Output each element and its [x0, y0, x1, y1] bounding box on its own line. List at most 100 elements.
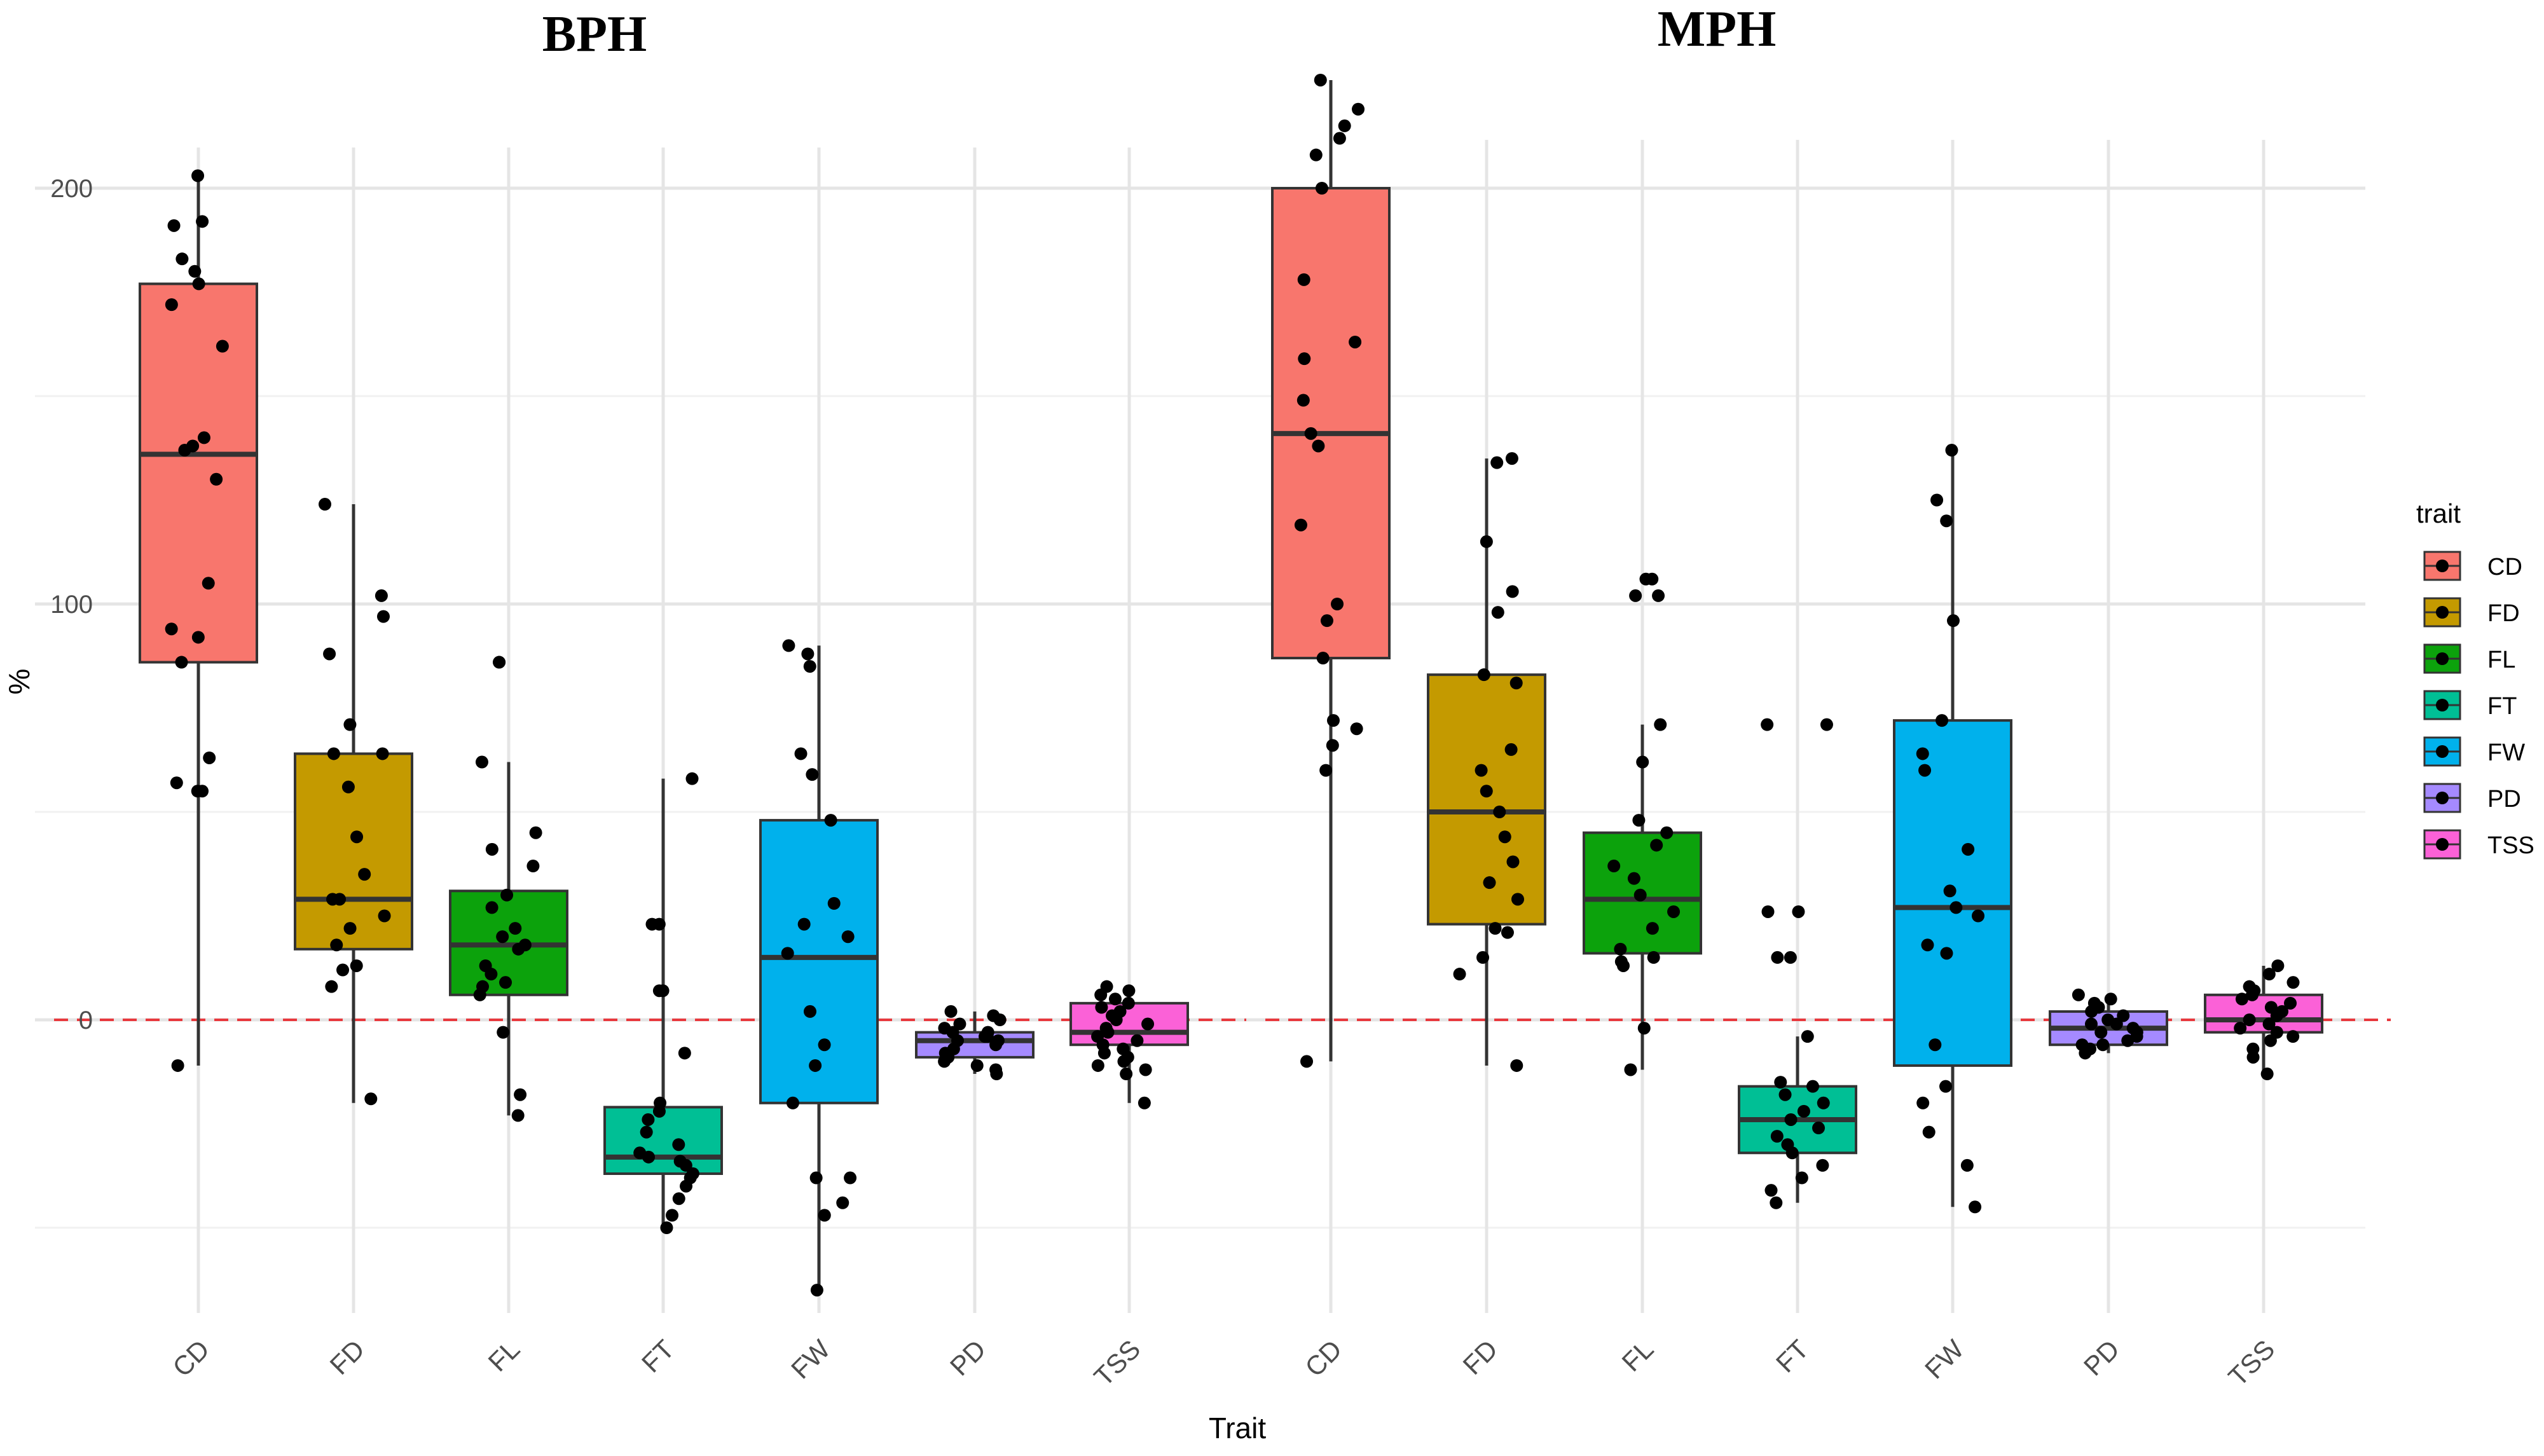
data-point-fw — [1939, 1080, 1953, 1093]
data-point-tss — [1138, 1096, 1151, 1109]
data-point-pd — [953, 1017, 966, 1031]
data-point-fd — [1491, 606, 1504, 619]
data-point-fw — [1916, 747, 1929, 760]
data-point-cd — [1304, 427, 1317, 440]
data-point-ft — [1792, 905, 1805, 918]
data-point-ft — [660, 1221, 673, 1234]
x-tick-label-cd: CD — [1299, 1334, 1347, 1382]
data-point-fw — [1930, 493, 1944, 507]
data-point-fd — [1453, 968, 1466, 981]
data-point-cd — [175, 252, 189, 266]
x-tick-label-ft: FT — [636, 1334, 680, 1378]
data-point-fw — [1936, 714, 1949, 727]
legend-key-point — [2436, 699, 2449, 711]
panel-title-bph: BPH — [542, 6, 647, 62]
data-point-cd — [1350, 722, 1363, 736]
data-point-fd — [1506, 585, 1519, 598]
data-point-tss — [2284, 996, 2297, 1010]
data-point-tss — [1097, 1047, 1111, 1060]
x-tick-label-fl: FL — [1616, 1334, 1659, 1377]
data-point-pd — [970, 1059, 984, 1072]
x-tick-label-fw: FW — [785, 1334, 836, 1385]
data-point-pd — [2110, 1017, 2123, 1031]
data-point-tss — [2234, 1022, 2247, 1035]
data-point-pd — [2104, 992, 2117, 1006]
data-point-pd — [993, 1013, 1007, 1026]
data-point-tss — [1101, 1026, 1115, 1039]
data-point-cd — [1349, 335, 1362, 348]
data-point-tss — [2286, 976, 2300, 989]
legend-label-fd: FD — [2487, 600, 2520, 627]
x-tick-label-fw: FW — [1919, 1334, 1970, 1385]
data-point-fw — [809, 1059, 822, 1072]
x-tick-label-ft: FT — [1770, 1334, 1815, 1378]
data-point-fd — [327, 747, 340, 760]
data-point-cd — [178, 444, 191, 457]
label-layer: BPH 0 100 200 CD FD FL FT FW PD TSS MPH CD FD FL FT FW PD… — [50, 1, 2280, 1392]
data-point-ft — [1812, 1122, 1825, 1135]
data-point-fd — [1498, 830, 1511, 844]
data-point-ft — [1795, 1171, 1808, 1185]
data-point-cd — [1316, 652, 1330, 665]
data-point-fw — [818, 1038, 831, 1052]
data-point-cd — [203, 751, 216, 764]
data-point-ft — [1771, 951, 1784, 964]
data-point-fd — [1475, 764, 1488, 777]
data-point-cd — [1326, 714, 1340, 727]
data-point-tss — [1122, 996, 1135, 1010]
data-point-tss — [2262, 1017, 2276, 1031]
data-point-fd — [1510, 1059, 1523, 1072]
data-point-fl — [485, 901, 498, 914]
data-point-tss — [1110, 1013, 1123, 1026]
legend-key-point — [2436, 745, 2449, 758]
data-point-fw — [1918, 764, 1932, 777]
data-point-fl — [497, 1026, 510, 1039]
data-point-fd — [323, 647, 336, 661]
x-tick-label-pd: PD — [944, 1334, 992, 1382]
data-point-fd — [364, 1092, 378, 1106]
data-point-ft — [672, 1192, 685, 1205]
data-point-tss — [2260, 1068, 2274, 1081]
data-point-pd — [2096, 1038, 2110, 1052]
data-point-fw — [1969, 1200, 1982, 1214]
data-point-fw — [1962, 842, 1975, 856]
box-ft — [603, 1106, 723, 1175]
data-point-cd — [191, 169, 205, 182]
data-point-fl — [485, 842, 498, 856]
data-point-fw — [1945, 444, 1958, 457]
data-point-ft — [1820, 718, 1833, 731]
x-tick-label-cd: CD — [167, 1334, 215, 1382]
data-point-tss — [2264, 1034, 2277, 1047]
data-point-cd — [192, 277, 205, 291]
data-point-tss — [2246, 988, 2259, 1001]
data-point-fl — [526, 860, 540, 873]
data-point-tss — [1117, 1055, 1131, 1068]
data-point-fl — [1652, 589, 1665, 602]
data-point-fd — [1480, 785, 1493, 798]
y-tick-label: 0 — [79, 1006, 93, 1034]
data-point-ft — [1784, 1113, 1798, 1126]
legend-key-point — [2436, 606, 2449, 619]
data-point-pd — [2072, 988, 2085, 1001]
data-point-cd — [191, 631, 205, 644]
data-point-tss — [1120, 1068, 1133, 1081]
data-point-fd — [1504, 743, 1518, 756]
data-point-ft — [1797, 1104, 1810, 1118]
data-point-cd — [196, 215, 209, 228]
data-point-ft — [1801, 1030, 1814, 1043]
data-point-cd — [171, 1059, 184, 1072]
data-point-pd — [938, 1055, 951, 1068]
data-point-tss — [1141, 1017, 1155, 1031]
data-point-fl — [1617, 959, 1630, 972]
data-point-fw — [1949, 901, 1963, 914]
panel-title-mph: MPH — [1658, 1, 1777, 57]
data-point-tss — [1139, 1063, 1152, 1076]
y-tick-label: 200 — [50, 175, 93, 203]
data-point-cd — [165, 298, 178, 312]
data-point-fl — [529, 826, 542, 839]
data-point-fd — [375, 589, 388, 602]
data-point-fl — [511, 1109, 525, 1122]
data-point-fl — [493, 656, 506, 669]
data-point-fd — [350, 959, 363, 972]
data-point-cd — [210, 472, 223, 486]
